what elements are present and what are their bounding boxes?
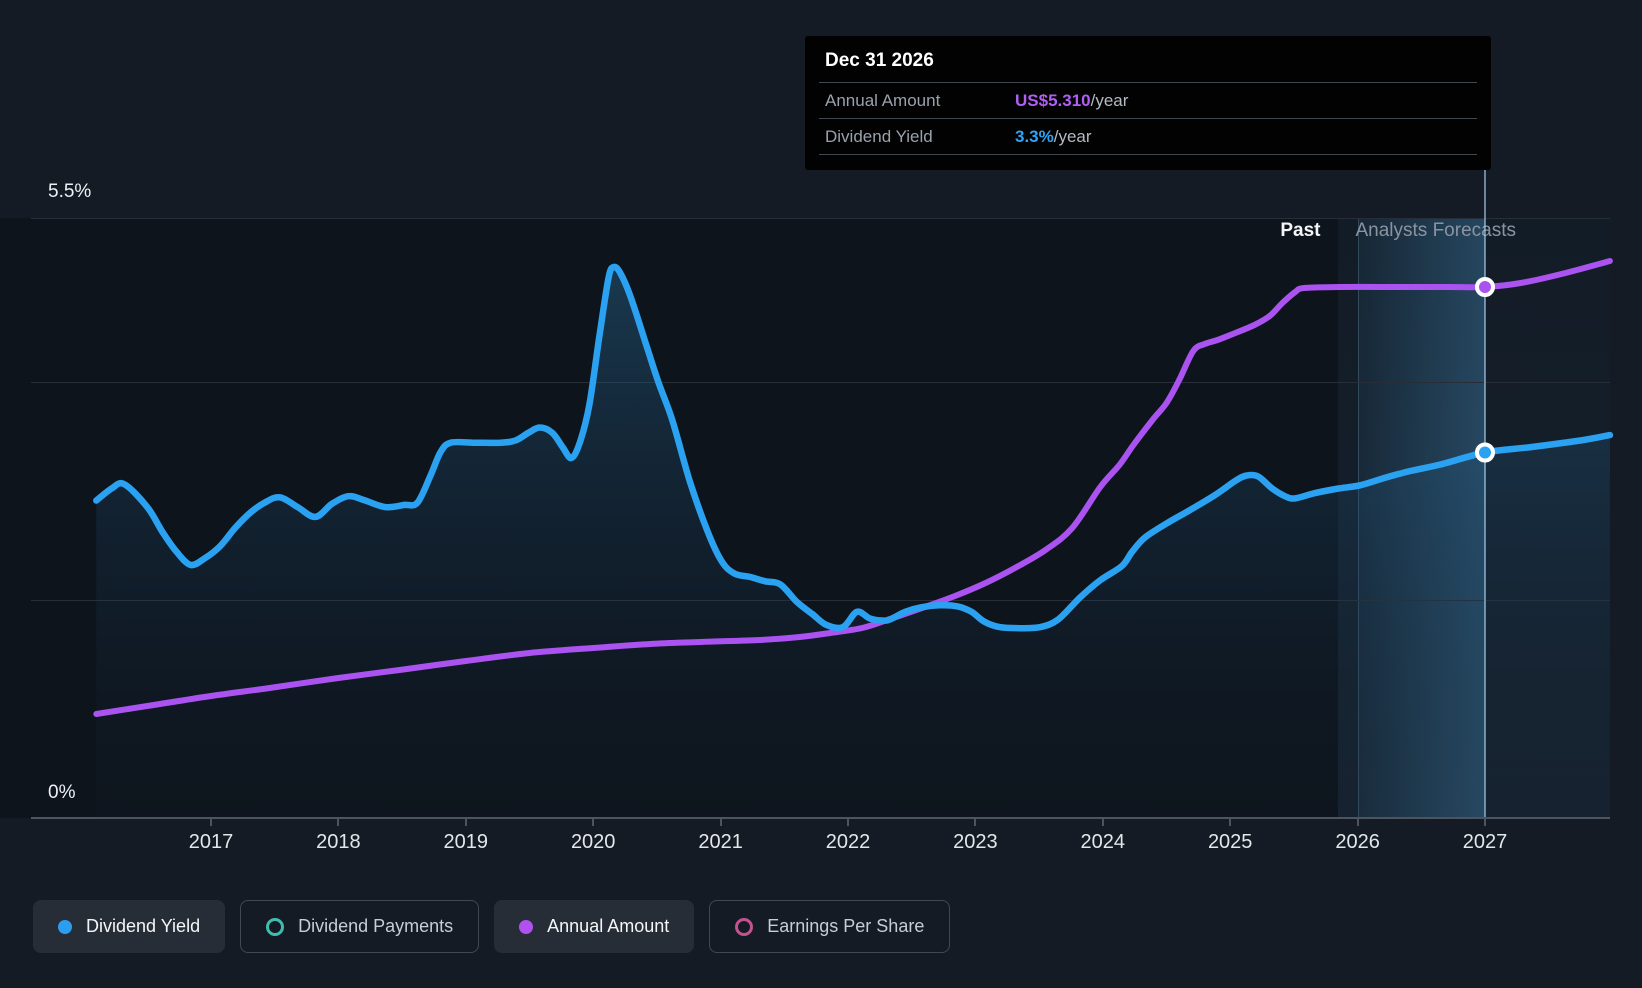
- x-axis-label-2024: 2024: [1080, 831, 1126, 853]
- x-axis-tick-2025: [1229, 818, 1232, 826]
- annual-amount-marker-icon: [519, 919, 534, 934]
- x-axis-tick-2019: [464, 818, 467, 826]
- x-axis-label-2021: 2021: [698, 831, 743, 853]
- tooltip-unit-annual-amount: /year: [1090, 90, 1129, 110]
- gridline-2pct: [31, 600, 1610, 601]
- x-axis-tick-2021: [719, 818, 722, 826]
- tooltip-row-dividend-yield: Dividend Yield 3.3% /year: [819, 118, 1477, 154]
- y-axis-label-max: 5.5%: [48, 181, 92, 202]
- legend-toggle-dividend-payments[interactable]: Dividend Payments: [240, 900, 480, 953]
- x-axis-tick-2022: [847, 818, 849, 826]
- tooltip-row-annual-amount: Annual Amount US$5.310 /year: [819, 82, 1477, 118]
- hover-band-edge: [1358, 218, 1359, 818]
- dividend-yield-marker-icon: [58, 919, 72, 934]
- dividend-payments-marker-icon: [266, 917, 285, 936]
- x-axis-tick-2018: [337, 818, 340, 826]
- legend-toggle-dividend-yield[interactable]: Dividend Yield: [33, 900, 226, 953]
- earnings-per-share-marker-icon: [735, 917, 754, 936]
- analysts-forecasts-section-label: Analysts Forecasts: [1355, 220, 1516, 241]
- x-axis-line: [31, 817, 1610, 819]
- x-axis-label-2018: 2018: [316, 831, 361, 853]
- x-axis-tick-2023: [974, 818, 977, 826]
- x-axis-label-2023: 2023: [953, 831, 998, 853]
- legend-label-annual-amount: Annual Amount: [547, 916, 670, 936]
- tooltip-date: Dec 31 2026: [825, 50, 934, 71]
- tooltip-value-dividend-yield: 3.3%: [1015, 126, 1054, 146]
- x-axis-label-2017: 2017: [188, 831, 234, 853]
- chart-tooltip: Dec 31 2026 Annual Amount US$5.310 /year…: [805, 36, 1491, 170]
- tooltip-value-annual-amount: US$5.310: [1015, 90, 1091, 110]
- tooltip-footer: [819, 154, 1477, 170]
- legend-label-earnings-per-share: Earnings Per Share: [767, 916, 925, 936]
- legend-label-dividend-yield: Dividend Yield: [86, 916, 201, 936]
- x-axis-tick-2026: [1356, 818, 1359, 826]
- legend-toggle-annual-amount[interactable]: Annual Amount: [494, 900, 695, 953]
- x-axis-tick-2027: [1484, 818, 1486, 826]
- legend-label-dividend-payments: Dividend Payments: [298, 916, 454, 936]
- x-axis-label-2022: 2022: [825, 831, 871, 853]
- x-axis-tick-2017: [210, 818, 212, 826]
- x-axis-tick-2020: [592, 818, 595, 826]
- x-axis-tick-2024: [1101, 818, 1104, 826]
- gridline-4pct: [31, 382, 1610, 383]
- hover-highlight-band: [1357, 218, 1485, 818]
- x-axis-label-2026: 2026: [1335, 831, 1380, 853]
- tooltip-label-annual-amount: Annual Amount: [825, 90, 941, 110]
- x-axis-label-2020: 2020: [570, 831, 616, 853]
- legend-toggle-earnings-per-share[interactable]: Earnings Per Share: [709, 900, 951, 953]
- gridline-5.5pct: [31, 218, 1610, 219]
- x-axis-label-2025: 2025: [1207, 831, 1253, 853]
- past-section-label: Past: [1280, 220, 1321, 241]
- x-axis-label-2027: 2027: [1462, 831, 1508, 853]
- y-axis-label-min: 0%: [48, 782, 76, 803]
- x-axis-label-2019: 2019: [443, 831, 489, 853]
- tooltip-unit-dividend-yield: /year: [1053, 126, 1092, 146]
- chart-legend: Dividend Yield Dividend Payments Annual Am…: [33, 900, 951, 953]
- tooltip-label-dividend-yield: Dividend Yield: [825, 126, 933, 146]
